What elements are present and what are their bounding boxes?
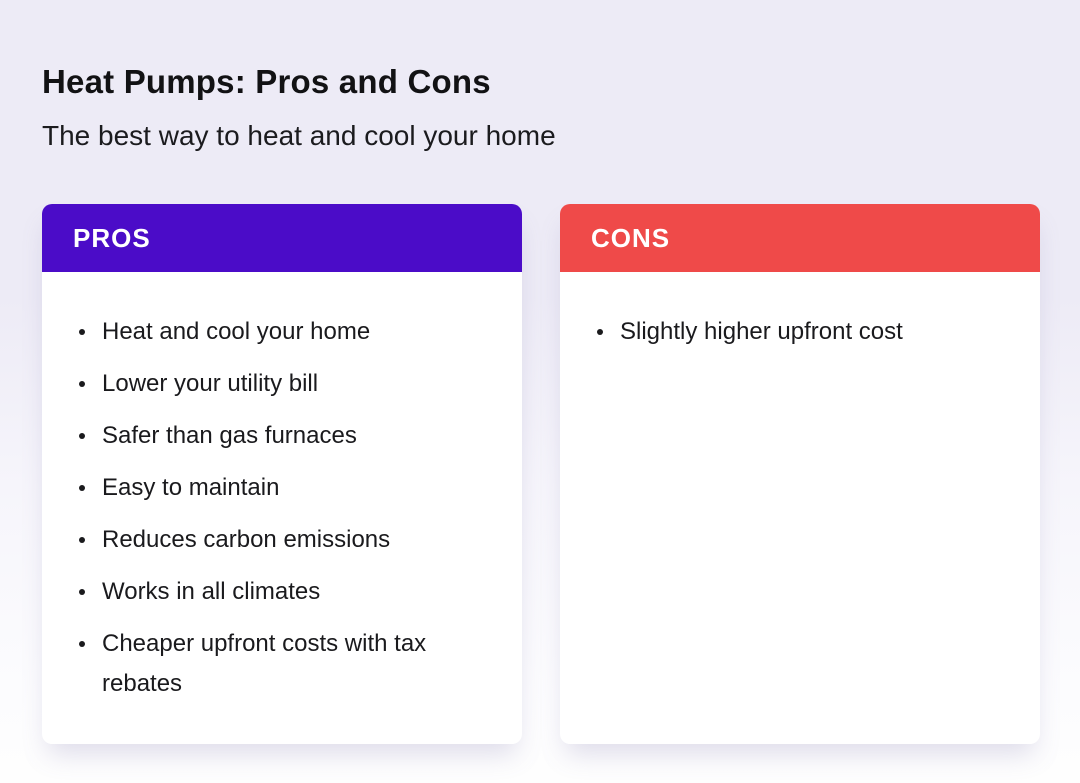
- cards-row: PROS Heat and cool your home Lower your …: [42, 204, 1040, 744]
- cons-card-header: CONS: [560, 204, 1040, 272]
- page-subtitle: The best way to heat and cool your home: [42, 120, 556, 151]
- page-header: Heat Pumps: Pros and Cons The best way t…: [42, 62, 1040, 154]
- pros-list: Heat and cool your home Lower your utili…: [42, 272, 522, 704]
- cons-list: Slightly higher upfront cost: [560, 272, 1040, 352]
- page-title: Heat Pumps: Pros and Cons: [42, 63, 491, 100]
- pros-list-item: Safer than gas furnaces: [78, 416, 430, 456]
- pros-card-header-label: PROS: [73, 222, 151, 253]
- pros-list-item: Easy to maintain: [78, 468, 430, 508]
- pros-list-item: Lower your utility bill: [78, 364, 430, 404]
- pros-card-header: PROS: [42, 204, 522, 272]
- cons-card: CONS Slightly higher upfront cost: [560, 204, 1040, 744]
- pros-card: PROS Heat and cool your home Lower your …: [42, 204, 522, 744]
- cons-list-item: Slightly higher upfront cost: [596, 312, 948, 352]
- pros-list-item: Cheaper upfront costs with tax rebates: [78, 624, 430, 704]
- pros-list-item: Reduces carbon emissions: [78, 520, 430, 560]
- cons-card-header-label: CONS: [591, 222, 671, 253]
- pros-list-item: Heat and cool your home: [78, 312, 430, 352]
- pros-list-item: Works in all climates: [78, 572, 430, 612]
